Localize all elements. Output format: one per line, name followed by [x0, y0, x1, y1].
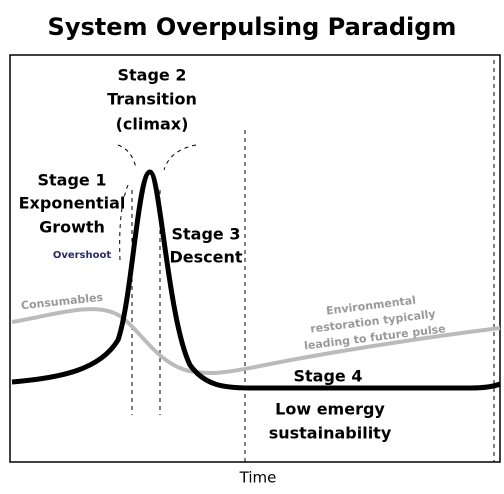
stage-text: Stage 2 [118, 66, 187, 85]
title: System Overpulsing Paradigm [48, 13, 457, 41]
stage-dividers [117, 60, 495, 462]
stage-text: (climax) [116, 115, 189, 134]
stage-text: Growth [39, 218, 105, 237]
stage-2-label: Stage 2 Transition (climax) [107, 66, 197, 134]
stage-text: Stage 4 [294, 367, 363, 386]
stage-text: Low emergy [275, 400, 385, 419]
system-curve [11, 169, 501, 391]
restoration-label: Environmental restoration typically lead… [303, 294, 446, 353]
overshoot-label: Overshoot [53, 250, 112, 261]
stage-text: Stage 3 [172, 225, 241, 244]
stage-text: Transition [107, 90, 197, 109]
stage-text: Stage 1 [38, 171, 107, 190]
stage-text: sustainability [269, 424, 392, 443]
x-axis-label: Time [239, 469, 277, 487]
frame [9, 54, 501, 463]
stage-1-label: Stage 1 Exponential Growth [19, 171, 126, 237]
stage-text: Descent [169, 248, 242, 267]
stage-4-label: Stage 4 Low emergy sustainability [269, 367, 392, 443]
stage-3-label: Stage 3 Descent [169, 225, 242, 267]
stage-text: Exponential [19, 194, 126, 213]
